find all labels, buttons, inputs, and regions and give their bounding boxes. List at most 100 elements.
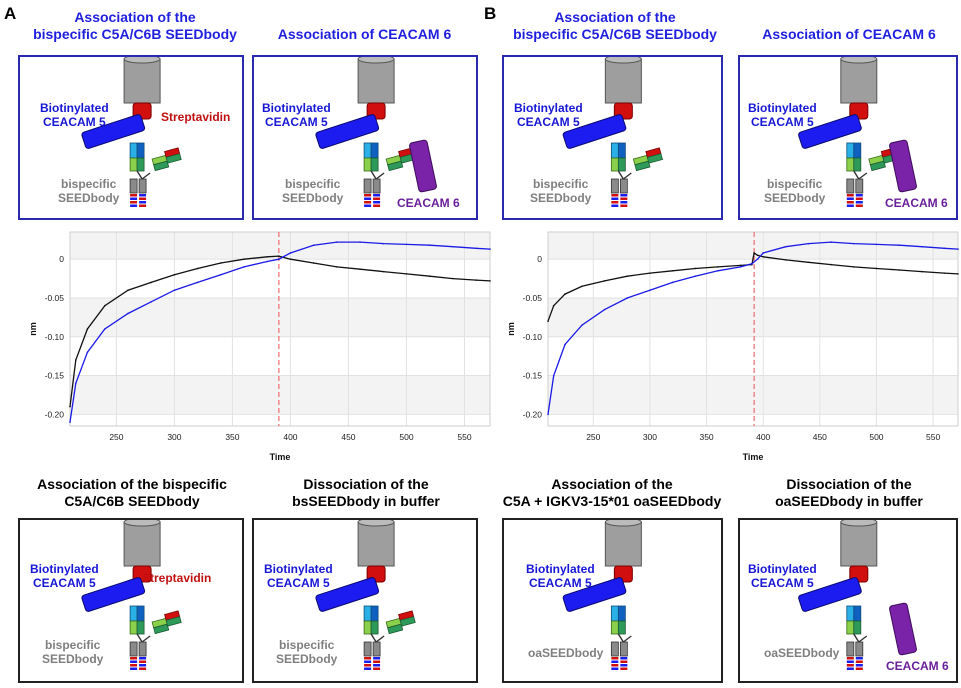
- seed-stripe: [611, 667, 619, 670]
- seed-stripe: [139, 201, 147, 204]
- seed-stripe: [855, 667, 863, 670]
- point-blue: [220, 273, 222, 276]
- point-black: [150, 281, 153, 284]
- fab-cl: [853, 620, 862, 635]
- x-tick-label: 550: [926, 432, 940, 442]
- fab-vh: [846, 142, 855, 159]
- point-blue: [475, 247, 477, 250]
- point-black: [756, 254, 759, 257]
- seed-stripe: [139, 660, 147, 663]
- ceacam6-label: CEACAM 6: [397, 196, 460, 210]
- hinge: [370, 170, 385, 180]
- x-tick-label: 500: [869, 432, 883, 442]
- b-bottom-left-diagram: Biotinylated CEACAM 5 oaSEEDbody: [502, 518, 723, 683]
- a-bottom-left-title: Association of the bispecific C5A/C6B SE…: [37, 476, 227, 509]
- y-tick-label: -0.10: [523, 332, 543, 342]
- point-blue: [957, 248, 959, 250]
- molecule-diagram: [562, 57, 663, 207]
- grid-band: [548, 297, 958, 337]
- b-top-right-title: Association of CEACAM 6: [762, 26, 936, 42]
- fab-vl: [370, 605, 379, 622]
- seed-stripe: [373, 194, 381, 197]
- point-blue: [69, 421, 71, 423]
- seed-stripe: [373, 201, 381, 204]
- point-black: [69, 405, 71, 408]
- x-tick-label: 250: [109, 432, 123, 442]
- fab2-cl: [634, 160, 651, 172]
- seed-stripe: [846, 660, 854, 663]
- seed-stripe: [855, 194, 863, 197]
- point-blue: [920, 245, 923, 248]
- seed-stripe: [364, 204, 372, 207]
- point-black: [243, 258, 245, 260]
- seed-stripe: [364, 194, 372, 197]
- point-black: [220, 262, 222, 264]
- point-black: [753, 252, 755, 254]
- seed-stripe: [620, 657, 628, 660]
- seedbody-label: bispecific SEEDbody: [282, 177, 344, 205]
- biotin-label: Biotinylated CEACAM 5: [748, 562, 817, 590]
- seed-stripe: [130, 194, 138, 197]
- seed-stripe: [373, 204, 381, 207]
- point-blue: [150, 301, 153, 303]
- a-top-right-title: Association of CEACAM 6: [277, 26, 452, 42]
- fc-left-1: [129, 178, 138, 194]
- fab-ch: [363, 157, 372, 172]
- point-blue: [552, 374, 555, 377]
- point-black: [127, 289, 129, 291]
- b-bottom-right-diagram: Biotinylated CEACAM 5 oaSEEDbody CEACAM …: [738, 518, 958, 683]
- seed-stripe: [620, 664, 628, 667]
- seed-stripe: [373, 664, 381, 667]
- b-bottom-right-title: Dissociation of the oaSEEDbody in buffer: [775, 476, 923, 509]
- a-bottom-right-diagram: Biotinylated CEACAM 5 bispecific SEEDbod…: [252, 518, 478, 683]
- point-black: [75, 359, 77, 361]
- panel-letter-a: A: [4, 4, 17, 23]
- molecule-diagram: [315, 57, 437, 207]
- seed-stripe: [130, 657, 138, 660]
- seed-stripe: [846, 201, 854, 204]
- point-blue: [405, 243, 408, 246]
- seed-stripe: [620, 204, 628, 207]
- x-tick-label: 400: [756, 432, 770, 442]
- sensor-tip-top: [123, 520, 161, 527]
- point-black: [452, 277, 454, 280]
- molecule-diagram: [81, 520, 182, 670]
- ceacam5-bar: [81, 114, 146, 149]
- x-tick-label: 300: [643, 432, 657, 442]
- seed-stripe: [139, 204, 147, 207]
- point-black: [603, 280, 606, 282]
- point-black: [898, 269, 900, 271]
- ceacam5-bar: [562, 577, 627, 612]
- molecule-diagram: [81, 57, 182, 207]
- seed-stripe: [620, 197, 628, 200]
- x-tick-label: 300: [167, 432, 181, 442]
- y-tick-label: 0: [59, 254, 64, 264]
- sensor-tip: [604, 58, 642, 104]
- fab-ch: [846, 620, 855, 635]
- sensor-tip: [123, 521, 161, 567]
- fc-left-1: [363, 178, 372, 194]
- y-tick-label: 0: [537, 254, 542, 264]
- point-blue: [875, 243, 878, 246]
- fc-right-1: [619, 641, 628, 657]
- plot-frame: [69, 231, 491, 427]
- fc-right-1: [855, 641, 864, 657]
- point-blue: [196, 281, 199, 284]
- point-blue: [452, 245, 454, 248]
- sensor-tip: [840, 521, 878, 567]
- point-black: [875, 267, 878, 270]
- ceacam6-label: CEACAM 6: [885, 196, 948, 210]
- seed-stripe: [139, 667, 147, 670]
- fab-ch: [129, 620, 138, 635]
- fab-cl: [136, 157, 145, 172]
- point-black: [312, 262, 315, 264]
- point-blue: [86, 351, 89, 354]
- chart-a: 250 300 350 400 450 500 550 0 -0.05 -0.10 -0.15 -0.…: [22, 228, 492, 473]
- fc-left-1: [610, 641, 619, 657]
- fab-vh: [363, 142, 372, 159]
- point-black: [475, 279, 477, 281]
- seed-stripe: [611, 664, 619, 667]
- point-black: [86, 328, 89, 330]
- point-blue: [104, 328, 106, 330]
- y-tick-label: -0.05: [45, 293, 65, 303]
